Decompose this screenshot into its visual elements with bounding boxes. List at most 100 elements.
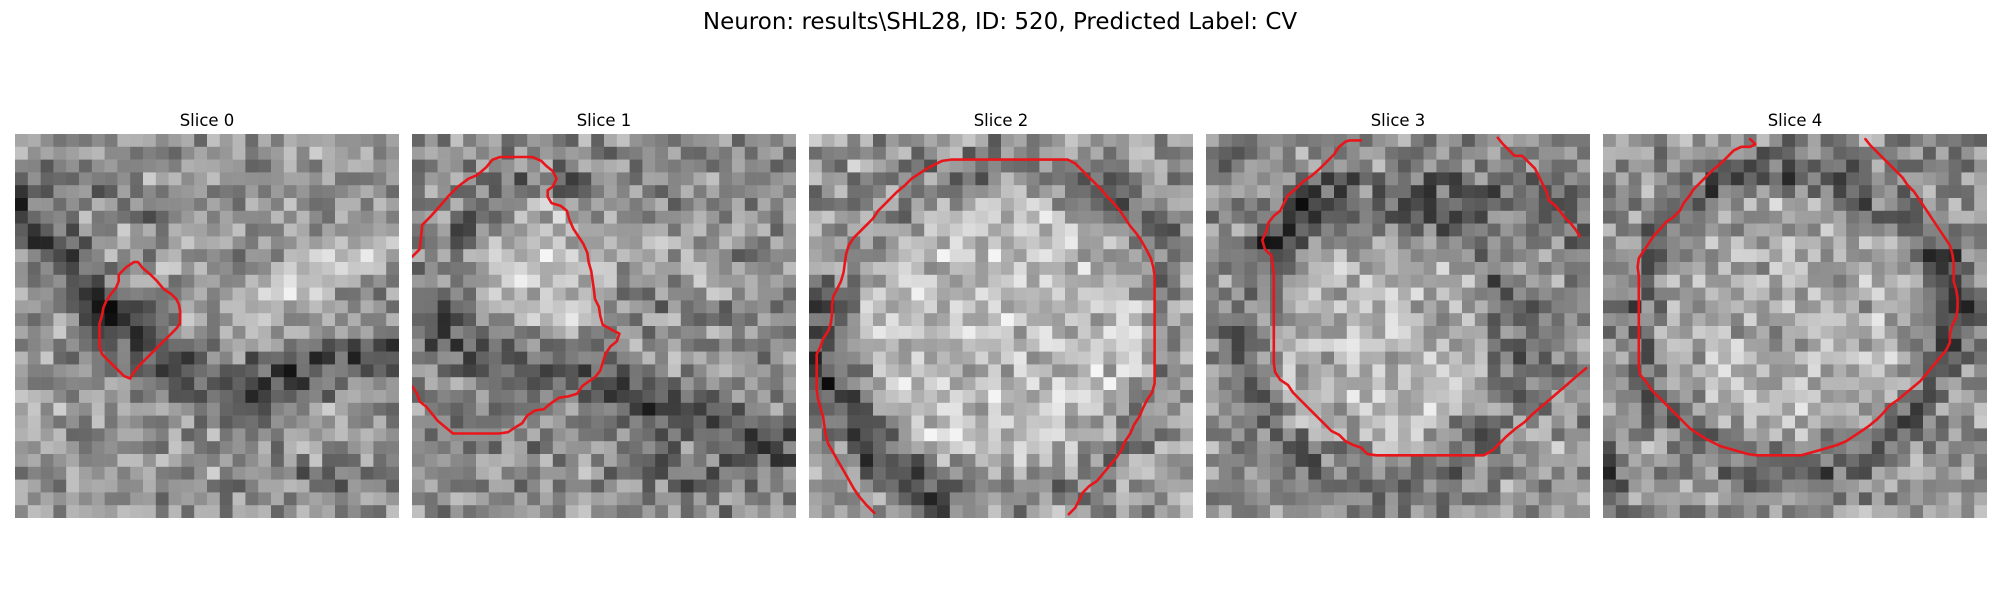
pixel-cell (168, 249, 182, 263)
pixel-cell (386, 313, 399, 327)
pixel-cell (1321, 313, 1335, 327)
pixel-cell (271, 326, 285, 340)
pixel-cell (1526, 441, 1540, 455)
pixel-cell (501, 287, 515, 301)
pixel-cell (540, 402, 554, 416)
pixel-cell (15, 351, 29, 365)
pixel-cell (437, 274, 451, 288)
pixel-cell (1846, 236, 1860, 250)
pixel-cell (1231, 492, 1245, 506)
pixel-cell (15, 428, 29, 442)
pixel-cell (1039, 159, 1053, 173)
pixel-cell (1270, 236, 1284, 250)
pixel-cell (1910, 134, 1924, 148)
pixel-cell (1334, 326, 1348, 340)
pixel-cell (1103, 262, 1117, 276)
pixel-cell (412, 466, 426, 480)
pixel-cell (476, 274, 490, 288)
pixel-cell (1154, 236, 1168, 250)
pixel-cell (1090, 377, 1104, 391)
pixel-cell (476, 390, 490, 404)
pixel-cell (1423, 351, 1437, 365)
pixel-cell (1359, 415, 1373, 429)
pixel-cell (1897, 492, 1911, 506)
pixel-cell (1513, 326, 1527, 340)
pixel-cell (245, 351, 259, 365)
pixel-cell (1731, 274, 1745, 288)
pixel-cell (744, 505, 758, 518)
pixel-cell (962, 313, 976, 327)
pixel-cell (1487, 364, 1501, 378)
pixel-cell (1756, 338, 1770, 352)
pixel-cell (207, 466, 221, 480)
pixel-cell (296, 274, 310, 288)
pixel-cell (565, 146, 579, 160)
pixel-cell (757, 249, 771, 263)
pixel-cell (245, 428, 259, 442)
pixel-cell (1692, 466, 1706, 480)
pixel-cell (1487, 300, 1501, 314)
pixel-cell (1974, 159, 1987, 173)
pixel-cell (1564, 466, 1578, 480)
pixel-cell (514, 364, 528, 378)
pixel-cell (1782, 326, 1796, 340)
pixel-cell (1603, 274, 1617, 288)
pixel-cell (117, 210, 131, 224)
pixel-cell (1180, 326, 1193, 340)
pixel-cell (117, 172, 131, 186)
pixel-cell (245, 479, 259, 493)
pixel-cell (1462, 313, 1476, 327)
pixel-cell (437, 326, 451, 340)
pixel-cell (924, 262, 938, 276)
pixel-cell (360, 185, 374, 199)
pixel-cell (1372, 262, 1386, 276)
pixel-cell (437, 428, 451, 442)
pixel-cell (15, 146, 29, 160)
pixel-cell (130, 172, 144, 186)
pixel-cell (1538, 249, 1552, 263)
pixel-cell (373, 364, 387, 378)
pixel-cell (898, 274, 912, 288)
pixel-cell (1398, 441, 1412, 455)
pixel-cell (1154, 262, 1168, 276)
pixel-cell (1961, 377, 1975, 391)
pixel-cell (1884, 262, 1898, 276)
pixel-cell (578, 159, 592, 173)
pixel-cell (1308, 287, 1322, 301)
pixel-cell (732, 172, 746, 186)
pixel-cell (1090, 390, 1104, 404)
pixel-cell (719, 300, 733, 314)
pixel-cell (155, 492, 169, 506)
pixel-cell (988, 428, 1002, 442)
pixel-cell (283, 249, 297, 263)
pixel-cell (1833, 492, 1847, 506)
pixel-cell (1398, 415, 1412, 429)
pixel-cell (1001, 159, 1015, 173)
pixel-cell (155, 134, 169, 148)
pixel-cell (1077, 210, 1091, 224)
pixel-cell (988, 364, 1002, 378)
pixel-cell (527, 236, 541, 250)
pixel-cell (309, 287, 323, 301)
pixel-cell (706, 505, 720, 518)
pixel-cell (1769, 198, 1783, 212)
pixel-cell (1372, 172, 1386, 186)
pixel-cell (1692, 198, 1706, 212)
pixel-cell (821, 159, 835, 173)
pixel-cell (552, 338, 566, 352)
pixel-cell (578, 185, 592, 199)
pixel-cell (1231, 351, 1245, 365)
pixel-cell (834, 441, 848, 455)
pixel-cell (488, 402, 502, 416)
pixel-cell (1398, 326, 1412, 340)
pixel-cell (1436, 326, 1450, 340)
pixel-cell (373, 262, 387, 276)
pixel-cell (1897, 313, 1911, 327)
pixel-cell (1334, 287, 1348, 301)
pixel-cell (1116, 492, 1130, 506)
pixel-cell (1410, 210, 1424, 224)
pixel-cell (885, 377, 899, 391)
pixel-cell (1065, 210, 1079, 224)
pixel-cell (1743, 441, 1757, 455)
pixel-cell (629, 441, 643, 455)
